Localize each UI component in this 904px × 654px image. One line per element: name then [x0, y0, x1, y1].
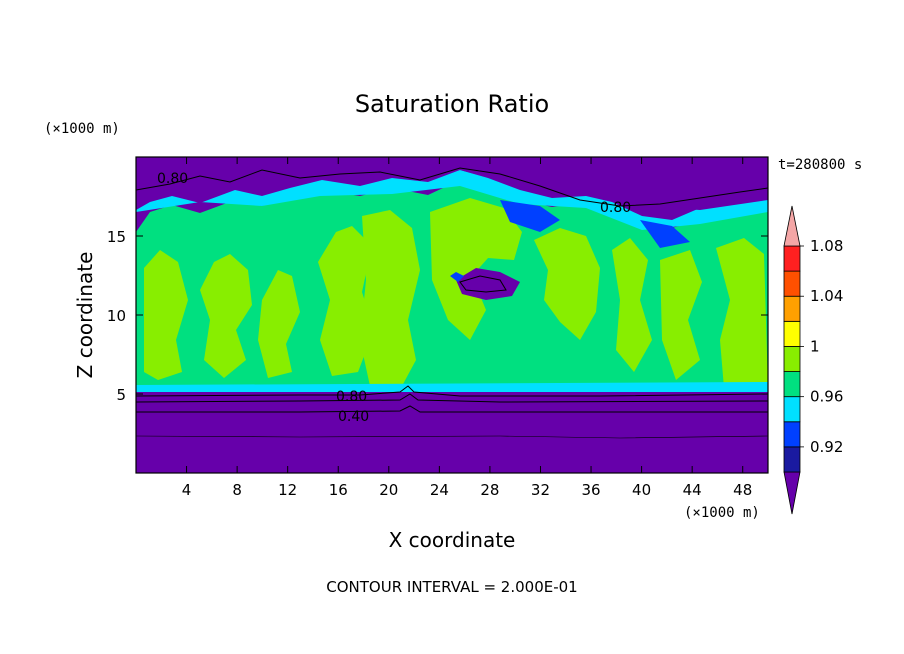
colorbar-label: 0.96 [810, 388, 843, 406]
x-tick-label: 36 [581, 481, 600, 499]
colorbar-label: 1.08 [810, 237, 843, 255]
colorbar-swatch [783, 295, 801, 322]
x-axis-label: X coordinate [389, 528, 516, 552]
x-tick-label: 40 [632, 481, 651, 499]
y-unit-label: (×1000 m) [44, 121, 120, 137]
contour-label-top: 0.80 [157, 171, 188, 187]
colorbar-swatch [783, 446, 801, 473]
x-tick-label: 12 [278, 481, 297, 499]
field-region-dry-lower [136, 392, 768, 473]
x-tick-label: 44 [683, 481, 702, 499]
colorbar-label: 1.04 [810, 287, 843, 305]
x-tick-label: 4 [182, 481, 192, 499]
field-region-dry-upper [136, 157, 768, 220]
colorbar-swatch [783, 421, 801, 448]
x-unit-label: (×1000 m) [684, 505, 760, 521]
y-tick-label: 15 [107, 228, 126, 246]
x-axis-ticks: 4 8 12 16 20 24 28 32 36 40 44 48 [182, 157, 752, 499]
x-tick-label: 16 [329, 481, 348, 499]
colorbar-swatch [783, 320, 801, 347]
contour-label-lower: 0.80 [336, 389, 367, 405]
colorbar-swatch [783, 396, 801, 423]
colorbar-swatch [783, 245, 801, 272]
colorbar-arrow-low [783, 471, 801, 515]
colorbar-arrow-high [783, 205, 801, 247]
time-label: t=280800 s [778, 157, 862, 173]
y-axis-ticks: 5 10 15 [107, 228, 768, 404]
colorbar: 0.92 0.96 1 1.04 1.08 [783, 205, 843, 515]
field-region-pocket-edge [450, 272, 464, 282]
plot-field [136, 157, 768, 473]
x-tick-label: 24 [430, 481, 449, 499]
contour-label-upper-right: 0.80 [600, 200, 631, 216]
x-tick-label: 8 [232, 481, 242, 499]
y-tick-label: 10 [107, 307, 126, 325]
colorbar-swatch [783, 346, 801, 372]
colorbar-label: 0.92 [810, 438, 843, 456]
field-region-fringe [136, 170, 768, 393]
contour-interval-note: CONTOUR INTERVAL = 2.000E-01 [326, 578, 577, 596]
field-region-dry-pocket [456, 268, 520, 300]
x-tick-label: 48 [733, 481, 752, 499]
x-tick-label: 28 [480, 481, 499, 499]
colorbar-label: 1 [810, 337, 820, 355]
y-axis-label: Z coordinate [73, 252, 97, 379]
colorbar-swatch [783, 371, 801, 398]
colorbar-swatch [783, 270, 801, 297]
y-tick-label: 5 [116, 386, 126, 404]
x-tick-label: 20 [379, 481, 398, 499]
chart-title: Saturation Ratio [355, 90, 549, 118]
x-tick-label: 32 [531, 481, 550, 499]
contour-lines [136, 167, 768, 439]
contour-label-bottom: 0.40 [338, 409, 369, 425]
